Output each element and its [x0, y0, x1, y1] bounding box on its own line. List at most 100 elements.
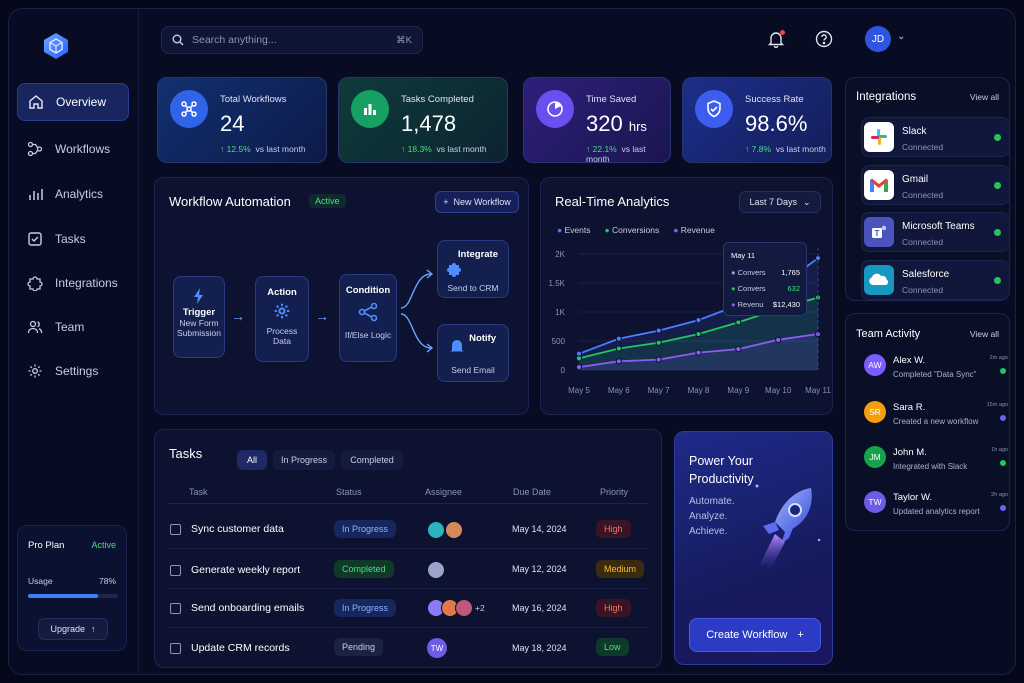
data-point-revenue [655, 356, 662, 363]
tooltip-row: ● Convers 632 [731, 284, 800, 293]
integration-item-microsoft-teams[interactable]: T Microsoft Teams Connected [861, 212, 1010, 252]
sidebar-item-label: Analytics [55, 187, 104, 201]
search-shortcut: ⌘K [396, 34, 412, 46]
x-tick-label: May 7 [648, 386, 670, 395]
integration-status: Connected [902, 237, 944, 247]
stat-value: 320 hrs [586, 111, 647, 136]
promo-title: Power Your Productivity [689, 454, 754, 486]
branch-arrows [400, 269, 434, 353]
salesforce-icon [864, 265, 894, 295]
plus-icon: + [797, 629, 804, 641]
integration-item-slack[interactable]: Slack Connected [861, 117, 1010, 157]
search-input[interactable] [192, 34, 397, 46]
row-checkbox[interactable] [170, 565, 181, 576]
new-workflow-label: New Workflow [453, 197, 511, 207]
upgrade-button[interactable]: Upgrade ↑ [38, 618, 108, 640]
activity-item[interactable]: AW Alex W. Completed "Data Sync" 2m ago [864, 350, 1012, 390]
activity-user: John M. [893, 447, 927, 458]
sidebar-item-overview[interactable]: Overview [17, 83, 129, 121]
date-range-label: Last 7 Days [749, 197, 797, 207]
analytics-title: Real-Time Analytics [555, 194, 670, 209]
integration-name: Microsoft Teams [902, 221, 975, 232]
team-view-all-link[interactable]: View all [969, 329, 999, 339]
sidebar-item-tasks[interactable]: Tasks [17, 220, 129, 258]
sidebar-item-settings[interactable]: Settings [17, 352, 129, 390]
sidebar-item-team[interactable]: Team [17, 308, 129, 346]
chevron-down-icon[interactable]: ⌄ [897, 31, 906, 42]
integration-item-gmail[interactable]: Gmail Connected [861, 165, 1010, 205]
trigger-node[interactable]: Trigger New Form Submission [173, 276, 225, 358]
new-workflow-button[interactable]: + New Workflow [435, 191, 519, 213]
sidebar-item-workflows[interactable]: Workflows [17, 130, 129, 168]
data-point-events [695, 317, 702, 324]
row-checkbox[interactable] [170, 643, 181, 654]
activity-user: Taylor W. [893, 492, 933, 503]
avatar: JM [864, 446, 886, 468]
sidebar-item-label: Workflows [55, 142, 111, 156]
lightning-icon [194, 288, 203, 304]
workflow-status-badge: Active [309, 194, 346, 208]
avatar[interactable]: JD [865, 26, 891, 52]
chevron-down-icon: ⌄ [802, 196, 811, 207]
action-node[interactable]: Action Process Data [255, 276, 309, 362]
help-icon [815, 30, 833, 48]
data-point-events [655, 327, 662, 334]
sidebar-item-integrations[interactable]: Integrations [17, 264, 129, 302]
tooltip-row: ● Revenu $12,430 [731, 300, 800, 309]
task-name: Update CRM records [191, 642, 290, 654]
tooltip-date: May 11 [731, 251, 756, 260]
column-header-task: Task [189, 487, 208, 497]
sidebar-item-label: Team [55, 320, 85, 334]
column-header-priority: Priority [600, 487, 629, 497]
sidebar-item-analytics[interactable]: Analytics [17, 175, 129, 213]
tab-all[interactable]: All [237, 450, 267, 470]
data-point-conversions [695, 330, 702, 338]
due-date: May 14, 2024 [512, 524, 567, 534]
due-date: May 18, 2024 [512, 643, 567, 653]
promo-tagline: Automate. Analyze. Achieve. [689, 496, 735, 537]
shield-check-icon [695, 90, 733, 128]
node-title: Integrate [457, 249, 498, 260]
avatar [427, 521, 445, 539]
status-dot [994, 134, 1001, 141]
status-dot [1000, 460, 1006, 466]
create-workflow-button[interactable]: Create Workflow + [689, 618, 821, 652]
stat-label: Total Workflows [220, 94, 287, 105]
arrow-up-icon: ↑ [91, 624, 96, 634]
activity-time: 2h ago [991, 492, 1008, 498]
arrow-right-icon: → [315, 308, 329, 324]
integration-item-salesforce[interactable]: Salesforce Connected [861, 260, 1010, 300]
node-title: Condition [345, 285, 391, 296]
integrations-view-all-link[interactable]: View all [969, 92, 999, 102]
priority-badge: High [596, 520, 631, 538]
rocket-icon [755, 484, 821, 572]
tab-completed[interactable]: Completed [341, 450, 403, 470]
task-name: Send onboarding emails [191, 602, 305, 614]
x-tick-label: May 5 [568, 386, 590, 395]
activity-desc: Completed "Data Sync" [893, 370, 977, 379]
activity-time: 2m ago [989, 355, 1008, 361]
integrations-title: Integrations [856, 91, 917, 103]
condition-node[interactable]: Condition If/Else Logic [339, 274, 397, 362]
help-button[interactable] [815, 30, 833, 53]
date-range-select[interactable]: Last 7 Days ⌄ [739, 191, 821, 213]
activity-item[interactable]: SR Sara R. Created a new workflow 15m ag… [864, 397, 1012, 437]
divider [167, 548, 649, 549]
activity-item[interactable]: TW Taylor W. Updated analytics report 2h… [864, 487, 1012, 527]
tab-in-progress[interactable]: In Progress [273, 450, 335, 470]
svg-text:T: T [875, 229, 880, 238]
notify-node[interactable]: Notify Send Email [437, 324, 509, 382]
notifications-button[interactable] [767, 30, 785, 53]
activity-item[interactable]: JM John M. Integrated with Slack 1h ago [864, 442, 1012, 482]
sidebar-item-label: Tasks [55, 232, 86, 246]
sidebar-item-label: Integrations [55, 276, 118, 290]
row-checkbox[interactable] [170, 524, 181, 535]
notification-dot [780, 30, 785, 35]
plan-card: Pro Plan Active Usage 78% Upgrade ↑ [17, 525, 127, 651]
avatar: SR [864, 401, 886, 423]
integration-status: Connected [902, 190, 944, 200]
integrate-node[interactable]: Integrate Send to CRM [437, 240, 509, 298]
row-checkbox[interactable] [170, 603, 181, 614]
search-bar[interactable]: ⌘K [161, 26, 423, 54]
sidebar: Overview Workflows Analytics Tasks Integ… [9, 9, 139, 674]
